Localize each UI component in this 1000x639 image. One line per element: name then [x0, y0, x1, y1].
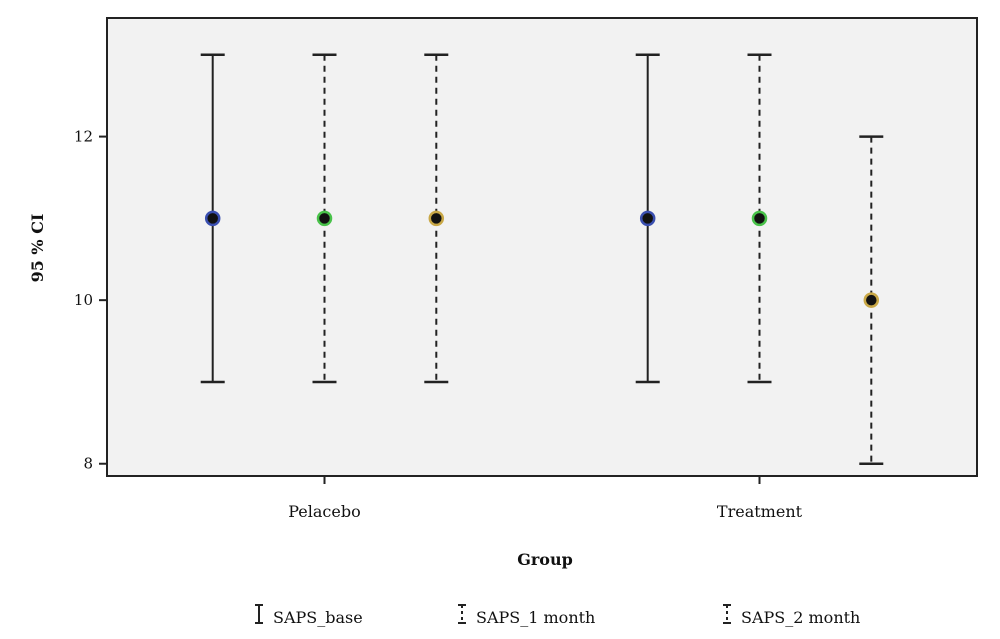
mean-point — [639, 210, 656, 227]
x-category-label: Treatment — [717, 502, 803, 521]
y-tick-label: 12 — [74, 128, 93, 146]
x-axis: Pelacebo Treatment — [288, 476, 803, 521]
mean-point — [428, 210, 445, 227]
y-axis-title: 95 % CI — [28, 214, 47, 283]
x-category-label: Pelacebo — [288, 502, 360, 521]
mean-point — [204, 210, 221, 227]
mean-point — [751, 210, 768, 227]
y-axis: 8 10 12 — [74, 128, 107, 473]
y-tick-label: 8 — [83, 455, 93, 473]
legend-label: SAPS_1 month — [476, 608, 595, 627]
legend: SAPS_base SAPS_1 month SAPS_2 month — [255, 604, 860, 627]
x-axis-title: Group — [517, 550, 573, 569]
y-tick-label: 10 — [74, 291, 93, 309]
legend-label: SAPS_2 month — [741, 608, 860, 627]
plot-background — [106, 17, 978, 477]
mean-point — [316, 210, 333, 227]
legend-label: SAPS_base — [273, 608, 363, 627]
chart-marks — [200, 53, 884, 465]
mean-point — [863, 292, 880, 308]
